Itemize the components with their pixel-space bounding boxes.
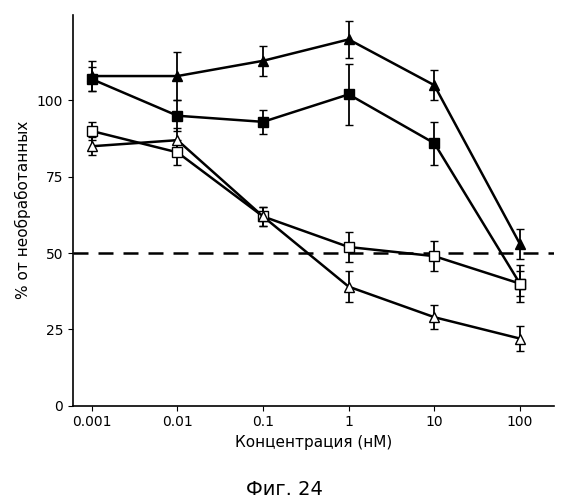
X-axis label: Концентрация (нМ): Концентрация (нМ) <box>235 435 392 450</box>
Text: Фиг. 24: Фиг. 24 <box>246 480 323 499</box>
Y-axis label: % от необработанных: % от необработанных <box>15 121 31 300</box>
